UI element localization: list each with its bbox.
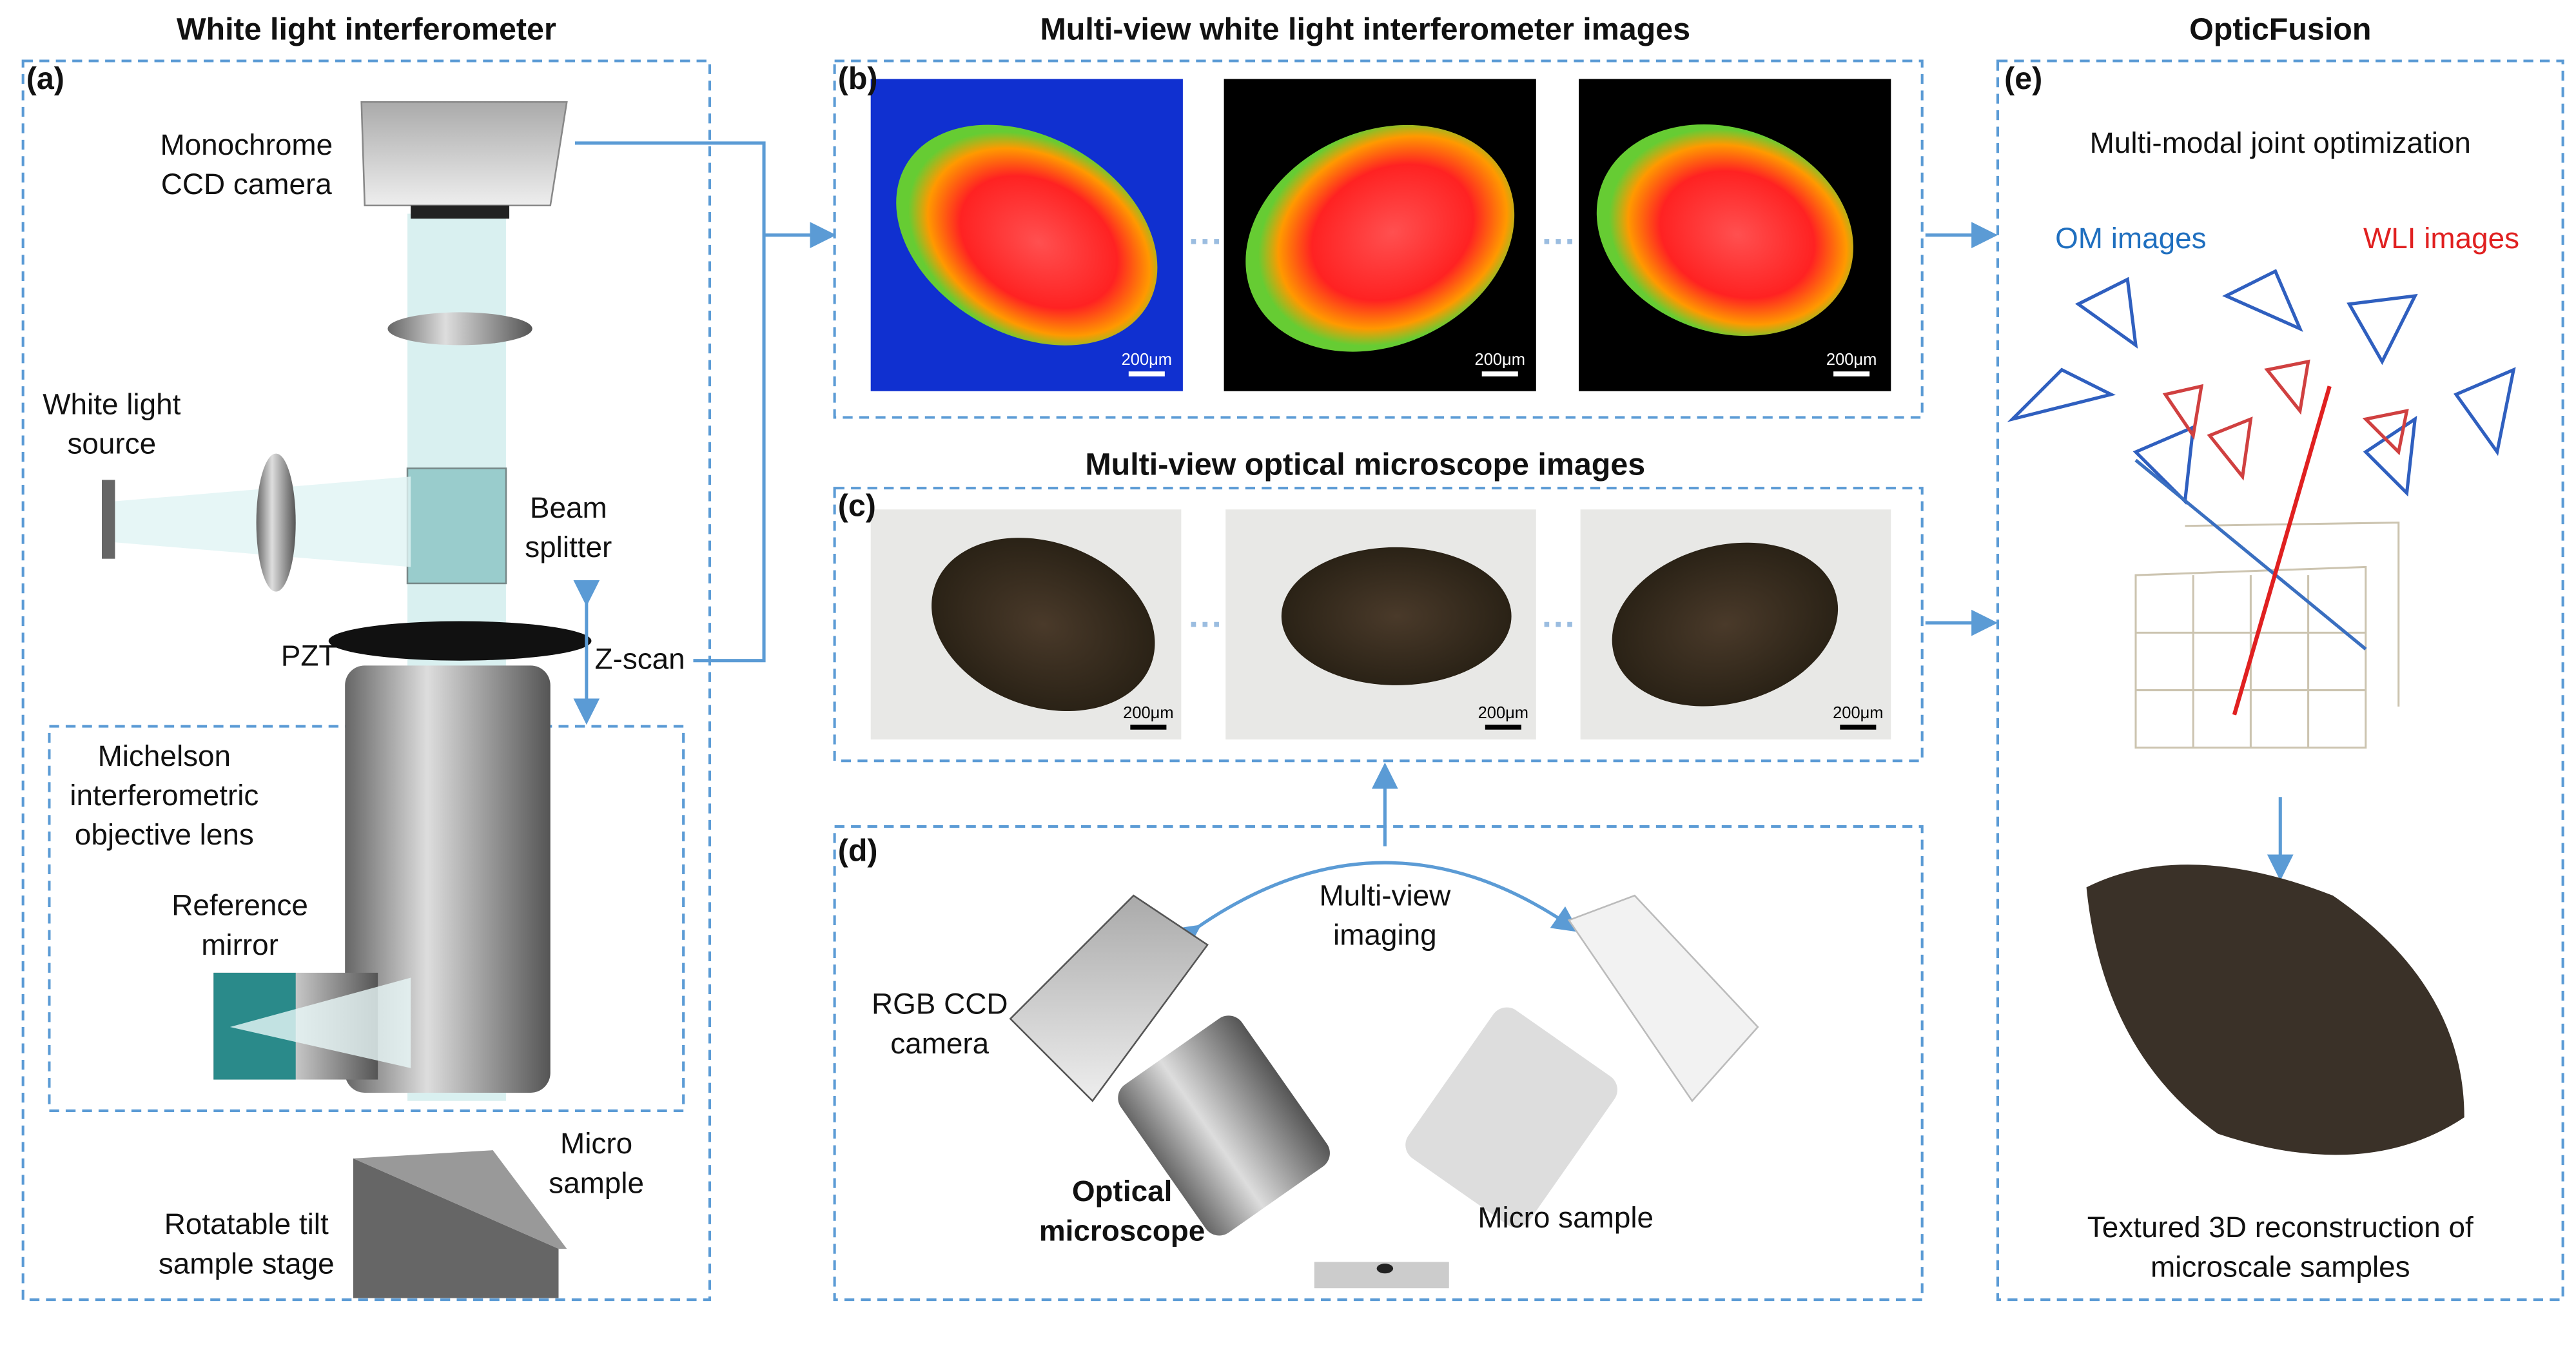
scale-bar bbox=[1840, 725, 1877, 730]
panel-title: OpticFusion bbox=[2189, 12, 2371, 46]
annotation: objective lens bbox=[75, 817, 254, 851]
panel-boxes bbox=[21, 59, 2564, 1302]
annotation: camera bbox=[890, 1026, 989, 1060]
annotation: Reference bbox=[171, 888, 308, 922]
scale-bar-label: 200μm bbox=[1833, 704, 1883, 722]
annotation: PZT bbox=[281, 638, 337, 672]
annotation: Michelson bbox=[98, 739, 231, 772]
annotation: Z-scan bbox=[595, 641, 685, 675]
panel-title: White light interferometer bbox=[177, 12, 556, 46]
annotation: sample bbox=[549, 1166, 644, 1199]
annotation: source bbox=[67, 427, 156, 460]
fusion-drawing bbox=[2007, 269, 2516, 1155]
annotation: OM images bbox=[2055, 221, 2206, 255]
wli-images bbox=[870, 79, 1891, 391]
annotation: White light bbox=[43, 387, 181, 420]
annotation: interferometric bbox=[70, 778, 259, 812]
annotation: Beam bbox=[530, 491, 607, 524]
om-images bbox=[870, 509, 1891, 740]
scale-bar bbox=[1128, 371, 1165, 376]
microscope-drawing bbox=[1009, 894, 1759, 1289]
annotation: RGB CCD bbox=[872, 987, 1008, 1021]
annotation: imaging bbox=[1333, 918, 1437, 952]
annotation: WLI images bbox=[2363, 221, 2519, 255]
scale-bar bbox=[1833, 371, 1870, 376]
scale-bar bbox=[1130, 725, 1167, 730]
panel-label: (e) bbox=[2004, 61, 2042, 96]
scale-bar-label: 200μm bbox=[1123, 704, 1173, 722]
panel-label: (a) bbox=[26, 61, 64, 96]
scale-bar bbox=[1485, 725, 1521, 730]
connector-arrows bbox=[573, 141, 2294, 951]
panel-title: Multi-view white light interferometer im… bbox=[1040, 12, 1690, 46]
scale-bar-label: 200μm bbox=[1475, 351, 1525, 369]
annotation: Rotatable tilt bbox=[164, 1207, 329, 1240]
annotation: Micro sample bbox=[1478, 1200, 1654, 1234]
annotation: sample stage bbox=[159, 1246, 335, 1280]
interferometer-drawing bbox=[102, 101, 592, 1298]
scale-bar-label: 200μm bbox=[1122, 351, 1172, 369]
annotation: Textured 3D reconstruction of bbox=[2087, 1210, 2474, 1244]
annotation: microscope bbox=[1039, 1213, 1205, 1247]
annotation: mirror bbox=[201, 928, 278, 961]
annotation: CCD camera bbox=[161, 167, 333, 200]
annotation: microscale samples bbox=[2151, 1249, 2410, 1283]
panel-label: (d) bbox=[838, 834, 878, 868]
panel-label: (b) bbox=[838, 61, 878, 96]
annotation: Multi-modal joint optimization bbox=[2090, 126, 2471, 159]
annotation: Multi-view bbox=[1319, 878, 1451, 912]
texts: White light interferometer (a) Monochrome C… bbox=[26, 12, 2519, 1283]
annotation: Optical bbox=[1072, 1174, 1172, 1207]
annotation: Micro bbox=[560, 1126, 632, 1160]
scale-bar bbox=[1481, 371, 1518, 376]
panel-title: Multi-view optical microscope images bbox=[1085, 447, 1645, 482]
panel-label: (c) bbox=[838, 488, 876, 523]
scale-bar-label: 200μm bbox=[1826, 351, 1877, 369]
annotation: splitter bbox=[525, 530, 612, 563]
scale-bar-label: 200μm bbox=[1478, 704, 1528, 722]
annotation: Monochrome bbox=[160, 128, 333, 161]
